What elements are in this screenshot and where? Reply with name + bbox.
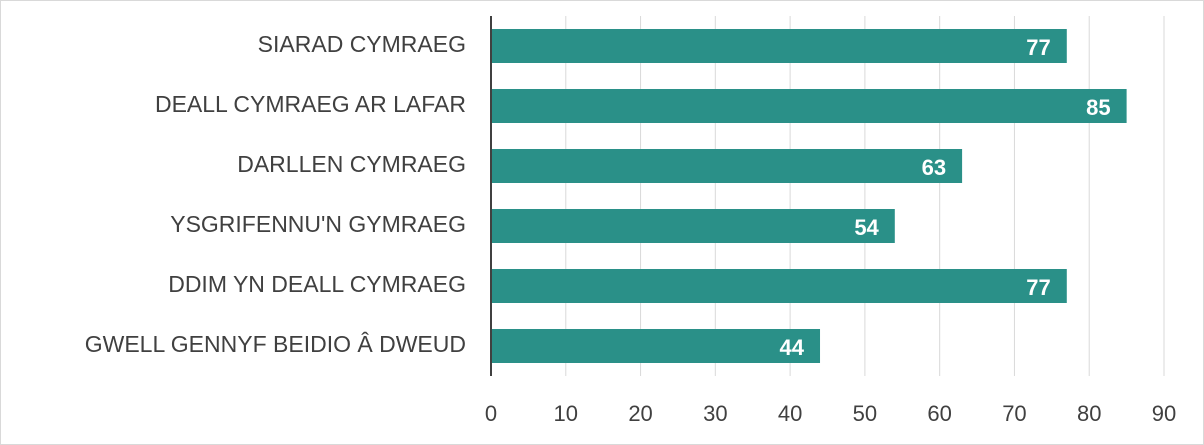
data-label: 44 — [780, 335, 805, 360]
y-tick-label: DDIM YN DEALL CYMRAEG — [168, 271, 466, 297]
data-label: 77 — [1026, 275, 1050, 300]
x-tick-label: 50 — [853, 401, 877, 426]
y-tick-label: SIARAD CYMRAEG — [258, 31, 466, 57]
y-tick-label: GWELL GENNYF BEIDIO Â DWEUD — [85, 331, 466, 357]
x-tick-label: 60 — [927, 401, 951, 426]
y-tick-label: DARLLEN CYMRAEG — [237, 151, 466, 177]
x-tick-label: 20 — [628, 401, 652, 426]
x-tick-label: 80 — [1077, 401, 1101, 426]
data-label: 85 — [1086, 95, 1110, 120]
x-tick-label: 10 — [554, 401, 578, 426]
bar — [491, 29, 1067, 63]
bar — [491, 269, 1067, 303]
x-tick-label: 30 — [703, 401, 727, 426]
x-tick-label: 0 — [485, 401, 497, 426]
bar — [491, 89, 1127, 123]
y-tick-label: DEALL CYMRAEG AR LAFAR — [155, 91, 466, 117]
bar — [491, 149, 963, 183]
x-tick-label: 40 — [778, 401, 802, 426]
x-tick-label: 70 — [1002, 401, 1026, 426]
data-label: 54 — [854, 215, 879, 240]
x-tick-label: 90 — [1152, 401, 1176, 426]
bar — [491, 209, 895, 243]
data-label: 63 — [922, 155, 946, 180]
y-tick-label: YSGRIFENNU'N GYMRAEG — [170, 211, 466, 237]
bar — [491, 329, 821, 363]
data-label: 77 — [1026, 35, 1050, 60]
